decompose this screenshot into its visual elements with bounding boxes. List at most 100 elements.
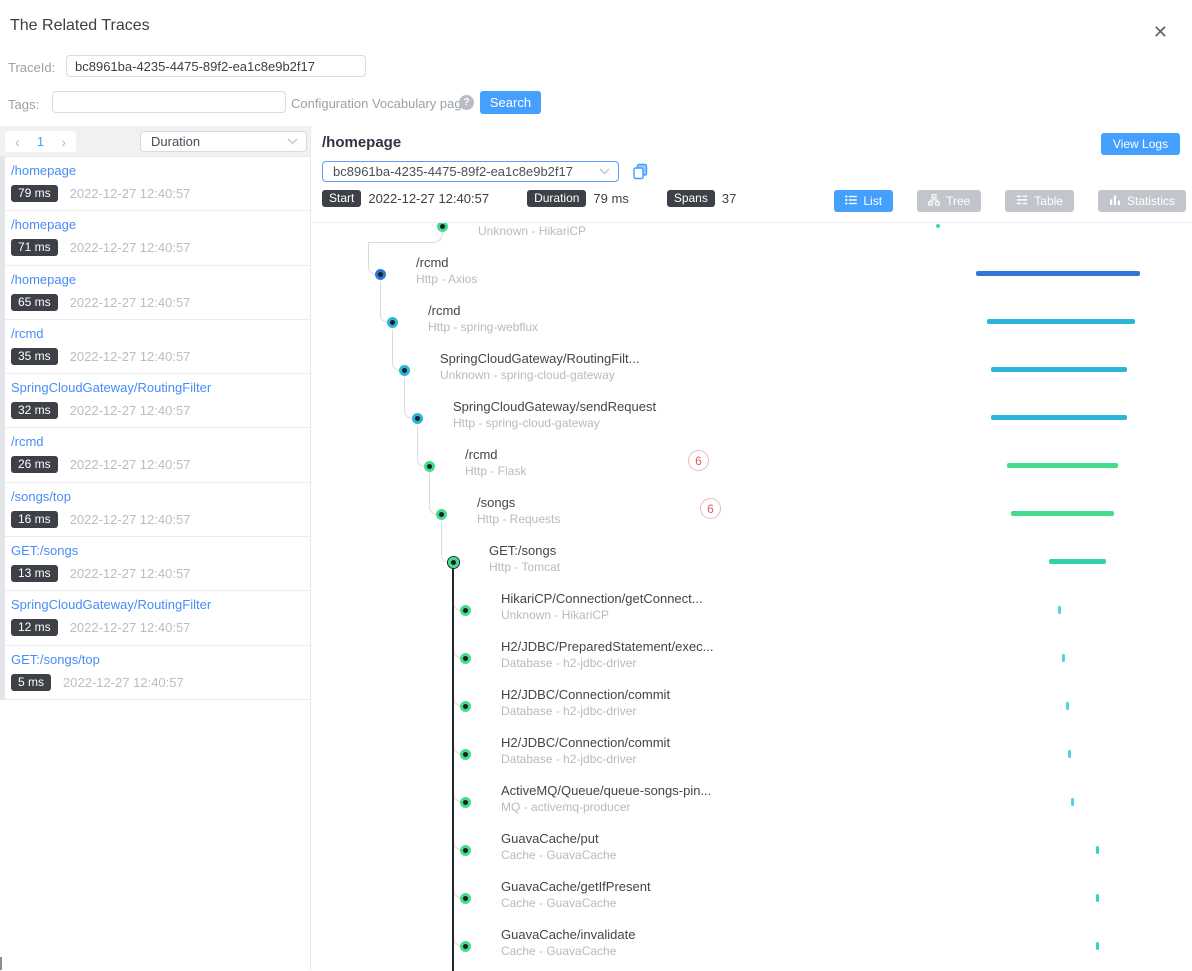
trace-item-name: SpringCloudGateway/RoutingFilter [11,597,212,613]
trace-list-item[interactable]: GET:/songs 13 ms 2022-12-27 12:40:57 [5,537,310,592]
span-row[interactable]: GuavaCache/invalidate Cache - GuavaCache [501,927,635,959]
current-page[interactable]: 1 [36,134,45,149]
view-button-list[interactable]: List [834,190,894,212]
span-row[interactable]: ActiveMQ/Queue/queue-songs-pin... MQ - ac… [501,783,711,815]
span-dot [437,223,448,232]
span-row[interactable]: H2/JDBC/Connection/commit Database - h2-j… [501,687,670,719]
scrollbar-corner[interactable] [0,957,2,970]
trace-item-meta: 16 ms 2022-12-27 12:40:57 [11,510,310,528]
span-dot [448,557,459,568]
trace-list-item[interactable]: SpringCloudGateway/RoutingFilter 32 ms 202… [5,374,310,429]
copy-icon[interactable] [632,163,649,180]
trace-item-name: /homepage [11,217,77,233]
span-row[interactable]: SpringCloudGateway/sendRequest Http - spr… [453,399,656,431]
span-title: /rcmd [465,447,498,462]
span-duration-bar [987,319,1135,324]
span-duration-bar [1096,942,1099,950]
tree-connector [453,713,463,755]
trace-id-select[interactable]: bc8961ba-4235-4475-89f2-ea1c8e9b2f17 [322,161,619,182]
span-row[interactable]: /rcmd Http - Axios [416,255,477,287]
spans-badge: Spans [666,190,715,207]
tags-input[interactable] [52,91,286,113]
span-duration-bar [976,271,1140,276]
span-dot [460,653,471,664]
sidebar-scrollbar[interactable] [0,157,5,700]
trace-item-duration-badge: 26 ms [11,456,58,474]
trace-title: /homepage [322,134,402,151]
span-service: Http - Axios [416,272,478,286]
selected-span-trunk-line [452,562,454,971]
span-row[interactable]: GET:/songs Http - Tomcat [489,543,560,575]
view-button-label: List [863,194,883,208]
span-service: Database - h2-jdbc-driver [501,704,637,718]
span-row[interactable]: /rcmd Http - spring-webflux [428,303,538,335]
trace-item-time: 2022-12-27 12:40:57 [69,511,191,527]
trace-item-time: 2022-12-27 12:40:57 [69,457,191,473]
span-service: Http - spring-cloud-gateway [453,416,600,430]
tree-icon [928,193,940,209]
next-page-icon[interactable]: › [61,133,66,150]
span-row[interactable]: GuavaCache/put Cache - GuavaCache [501,831,616,863]
tree-connector [453,809,463,851]
span-row[interactable]: SpringCloudGateway/RoutingFilt... Unknown… [440,351,639,383]
span-service: Http - Tomcat [489,560,561,574]
trace-list-item[interactable]: /homepage 79 ms 2022-12-27 12:40:57 [5,157,310,212]
trace-item-time: 2022-12-27 12:40:57 [69,566,191,582]
trace-item-duration-badge: 65 ms [11,293,58,311]
trace-item-name: /homepage [11,271,77,287]
span-row[interactable]: HikariCP/Connection/getConnect... Unknown… [501,591,703,623]
trace-list-sidebar: ‹ 1 › Duration /homepage 79 ms 2022-12-27 … [0,126,311,970]
span-row[interactable]: GuavaCache/getIfPresent Cache - GuavaCach… [501,879,651,911]
search-button[interactable]: Search [480,91,541,114]
span-dot [436,509,447,520]
traceid-input[interactable] [66,55,366,77]
span-count-badge[interactable]: 6 [700,498,721,519]
duration-value: 79 ms [593,191,629,206]
span-row[interactable]: /songs Http - Requests [477,495,560,527]
question-icon[interactable]: ? [459,95,474,110]
trace-list-item[interactable]: /rcmd 35 ms 2022-12-27 12:40:57 [5,320,310,375]
table-icon [1016,194,1028,209]
trace-item-duration-badge: 35 ms [11,347,58,365]
view-button-statistics[interactable]: Statistics [1097,190,1186,212]
statistics-icon [1109,194,1121,209]
trace-item-time: 2022-12-27 12:40:57 [69,294,191,310]
prev-page-icon[interactable]: ‹ [15,133,20,150]
span-service: Unknown - HikariCP [478,224,587,238]
duration-badge: Duration [527,190,587,207]
tree-connector [453,617,463,659]
pagination: ‹ 1 › [5,131,76,152]
span-row[interactable]: H2/JDBC/Connection/commit Database - h2-j… [501,735,670,767]
span-title: ActiveMQ/Queue/queue-songs-pin... [501,783,712,798]
trace-item-duration-badge: 13 ms [11,565,58,583]
view-logs-button[interactable]: View Logs [1101,133,1180,155]
span-row[interactable]: /rcmd Http - Flask [465,447,526,479]
tree-connector [453,857,463,899]
vocabulary-hint: Configuration Vocabulary page [291,96,469,111]
trace-list-item[interactable]: /homepage 71 ms 2022-12-27 12:40:57 [5,211,310,266]
view-button-tree[interactable]: Tree [917,190,982,212]
trace-list-item[interactable]: /homepage 65 ms 2022-12-27 12:40:57 [5,266,310,320]
view-button-label: Table [1034,194,1063,208]
trace-list-item[interactable]: /songs/top 16 ms 2022-12-27 12:40:57 [5,483,310,538]
trace-list-item[interactable]: GET:/songs/top 5 ms 2022-12-27 12:40:57 [5,646,310,700]
view-button-table[interactable]: Table [1005,190,1074,212]
sort-select[interactable]: Duration [140,131,307,152]
span-dot [387,317,398,328]
span-row[interactable]: Unknown - HikariCP [478,223,587,239]
trace-item-name: GET:/songs/top [11,651,100,667]
close-icon[interactable]: ✕ [1152,22,1168,42]
trace-item-meta: 79 ms 2022-12-27 12:40:57 [11,185,310,202]
span-tree: Unknown - HikariCP/rcmd Http - Axios/rcmd… [312,222,1192,971]
trace-list-item[interactable]: SpringCloudGateway/RoutingFilter 12 ms 202… [5,591,310,646]
span-count-badge[interactable]: 6 [688,450,709,471]
span-duration-bar [1058,606,1061,614]
trace-list-item[interactable]: /rcmd 26 ms 2022-12-27 12:40:57 [5,428,310,483]
span-duration-bar [1071,798,1074,806]
span-dot [424,461,435,472]
trace-meta: Start 2022-12-27 12:40:57 Duration 79 ms… [322,190,736,207]
tags-label: Tags: [8,97,40,112]
span-title: SpringCloudGateway/sendRequest [453,399,657,414]
span-service: Database - h2-jdbc-driver [501,752,637,766]
span-row[interactable]: H2/JDBC/PreparedStatement/exec... Databas… [501,639,713,671]
